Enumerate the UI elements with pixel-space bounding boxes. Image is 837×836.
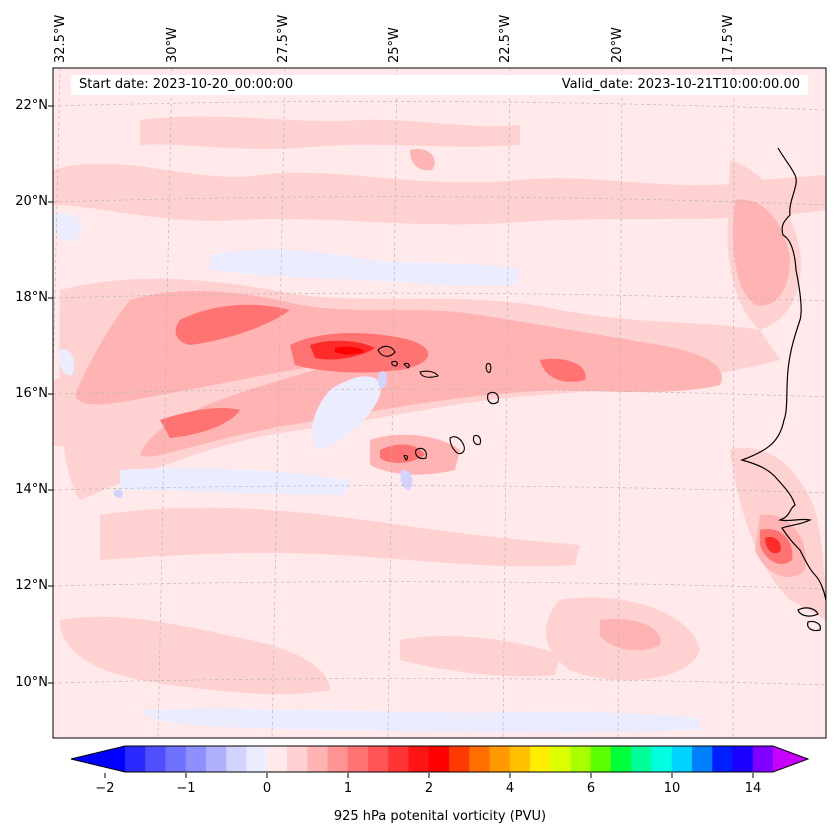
colorbar-cell (266, 746, 288, 772)
colorbar-cell (408, 746, 430, 772)
colorbar-cell (287, 746, 308, 772)
colorbar-tick-label: −1 (176, 781, 196, 796)
colorbar-cell (712, 746, 733, 772)
lon-label-22-5w: 22.5°W (498, 14, 513, 63)
colorbar-extend-min (71, 746, 125, 772)
lon-label-32-5w: 32.5°W (53, 14, 68, 63)
colorbar-extend-max (773, 746, 808, 772)
colorbar-cell (570, 746, 592, 772)
lat-label-22n: 22°N (15, 98, 48, 113)
colorbar-cell (530, 746, 551, 772)
colorbar (70, 745, 810, 773)
colorbar-cell (449, 746, 470, 772)
colorbar-cell (347, 746, 369, 772)
colorbar-cell (368, 746, 389, 772)
cape-verde-islands (377, 345, 499, 461)
lat-label-18n: 18°N (15, 290, 48, 305)
colorbar-ticks (104, 773, 754, 778)
colorbar-cell (692, 746, 713, 772)
map-frame (52, 67, 827, 739)
colorbar-cell (226, 746, 247, 772)
colorbar-cell (327, 746, 349, 772)
start-date-label: Start date: 2023-10-20_00:00:00 (79, 77, 294, 92)
lat-label-12n: 12°N (15, 578, 48, 593)
lon-label-27-5w: 27.5°W (276, 14, 291, 63)
colorbar-cell (125, 746, 146, 772)
lon-label-20w: 20°W (610, 27, 625, 63)
lat-label-14n: 14°N (15, 482, 48, 497)
colorbar-tick-label: 0 (262, 781, 272, 796)
colorbar-cell (631, 746, 652, 772)
coastlines (740, 147, 826, 632)
colorbar-cell (185, 746, 207, 772)
colorbar-cell (469, 746, 490, 772)
colorbar-cell (145, 746, 166, 772)
colorbar-cell (509, 746, 531, 772)
colorbar-cell (206, 746, 227, 772)
colorbar-cell (732, 746, 754, 772)
colorbar-cell (590, 746, 612, 772)
lon-label-17-5w: 17.5°W (721, 14, 736, 63)
colorbar-tick-label: 14 (744, 781, 762, 796)
colorbar-cell (550, 746, 571, 772)
colorbar-cell (388, 746, 409, 772)
header-bar (71, 75, 808, 95)
colorbar-cell (307, 746, 328, 772)
colorbar-tick-label: 6 (586, 781, 596, 796)
colorbar-tick-label: −2 (95, 781, 115, 796)
colorbar-cell (246, 746, 268, 772)
colorbar-outline (70, 745, 810, 773)
lon-label-25w: 25°W (387, 27, 402, 63)
colorbar-tick-label: 10 (663, 781, 681, 796)
colorbar-cell (428, 746, 450, 772)
colorbar-tick-label: 1 (343, 781, 353, 796)
colorbar-cell (752, 746, 774, 772)
colorbar-cell (671, 746, 693, 772)
pv-field-negative (53, 214, 700, 733)
lat-label-16n: 16°N (15, 386, 48, 401)
colorbar-title: 925 hPa potenital vorticity (PVU) (333, 809, 547, 824)
lon-label-30w: 30°W (165, 27, 180, 63)
colorbar-cell (651, 746, 673, 772)
colorbar-tick-label: 4 (505, 781, 515, 796)
graticule (53, 68, 826, 738)
valid-date-label: Valid_date: 2023-10-21T10:00:00.00 (561, 77, 800, 92)
colorbar-cell (611, 746, 632, 772)
lat-label-20n: 20°N (15, 194, 48, 209)
colorbar-cell (489, 746, 511, 772)
colorbar-cell (165, 746, 187, 772)
lat-label-10n: 10°N (15, 675, 48, 690)
colorbar-tick-label: 2 (424, 781, 434, 796)
